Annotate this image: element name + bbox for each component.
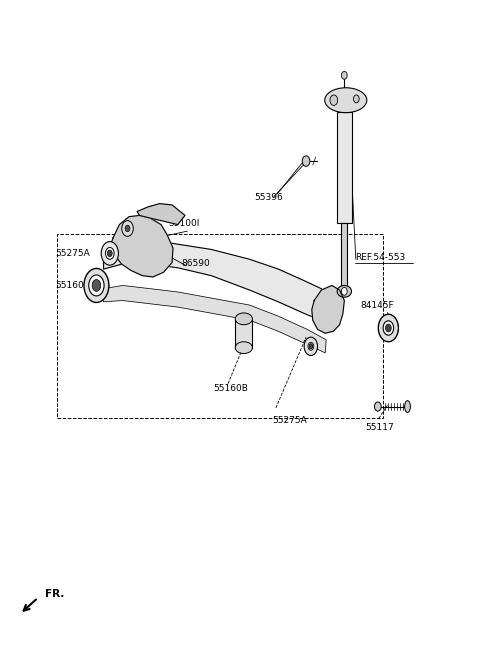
Circle shape	[302, 156, 310, 167]
Ellipse shape	[304, 337, 318, 356]
Circle shape	[353, 95, 359, 103]
Ellipse shape	[106, 247, 114, 259]
Circle shape	[309, 344, 313, 349]
Polygon shape	[104, 285, 326, 353]
Ellipse shape	[84, 268, 109, 302]
Text: 55117: 55117	[365, 423, 394, 432]
Circle shape	[125, 225, 130, 232]
Text: 84145F: 84145F	[360, 300, 394, 310]
Text: REF.54-553: REF.54-553	[355, 253, 405, 262]
Text: 55160B: 55160B	[56, 281, 91, 290]
Polygon shape	[104, 237, 328, 329]
Text: 55160B: 55160B	[214, 384, 249, 393]
Polygon shape	[110, 215, 173, 277]
Ellipse shape	[383, 321, 394, 335]
Text: FR.: FR.	[45, 590, 65, 600]
Ellipse shape	[101, 241, 119, 265]
Ellipse shape	[89, 275, 104, 296]
Text: 55275A: 55275A	[273, 417, 307, 426]
Text: 86590: 86590	[181, 259, 210, 268]
Ellipse shape	[374, 402, 381, 411]
Bar	[341, 223, 347, 289]
Circle shape	[330, 95, 337, 106]
Polygon shape	[312, 285, 344, 333]
Ellipse shape	[337, 285, 351, 297]
Bar	[57, 234, 383, 419]
Circle shape	[92, 279, 101, 291]
Ellipse shape	[235, 342, 252, 354]
Text: 55275A: 55275A	[56, 249, 91, 258]
Bar	[235, 319, 252, 348]
Text: 55100I: 55100I	[168, 218, 200, 228]
Ellipse shape	[405, 401, 410, 413]
Ellipse shape	[324, 88, 367, 113]
Circle shape	[341, 72, 347, 79]
Circle shape	[341, 287, 347, 295]
Polygon shape	[137, 203, 185, 224]
Circle shape	[385, 324, 391, 332]
Bar	[336, 112, 352, 223]
Ellipse shape	[308, 342, 314, 350]
Circle shape	[108, 250, 112, 256]
Circle shape	[122, 220, 133, 236]
Ellipse shape	[235, 313, 252, 325]
Ellipse shape	[378, 314, 398, 342]
Text: 55396: 55396	[254, 193, 283, 201]
